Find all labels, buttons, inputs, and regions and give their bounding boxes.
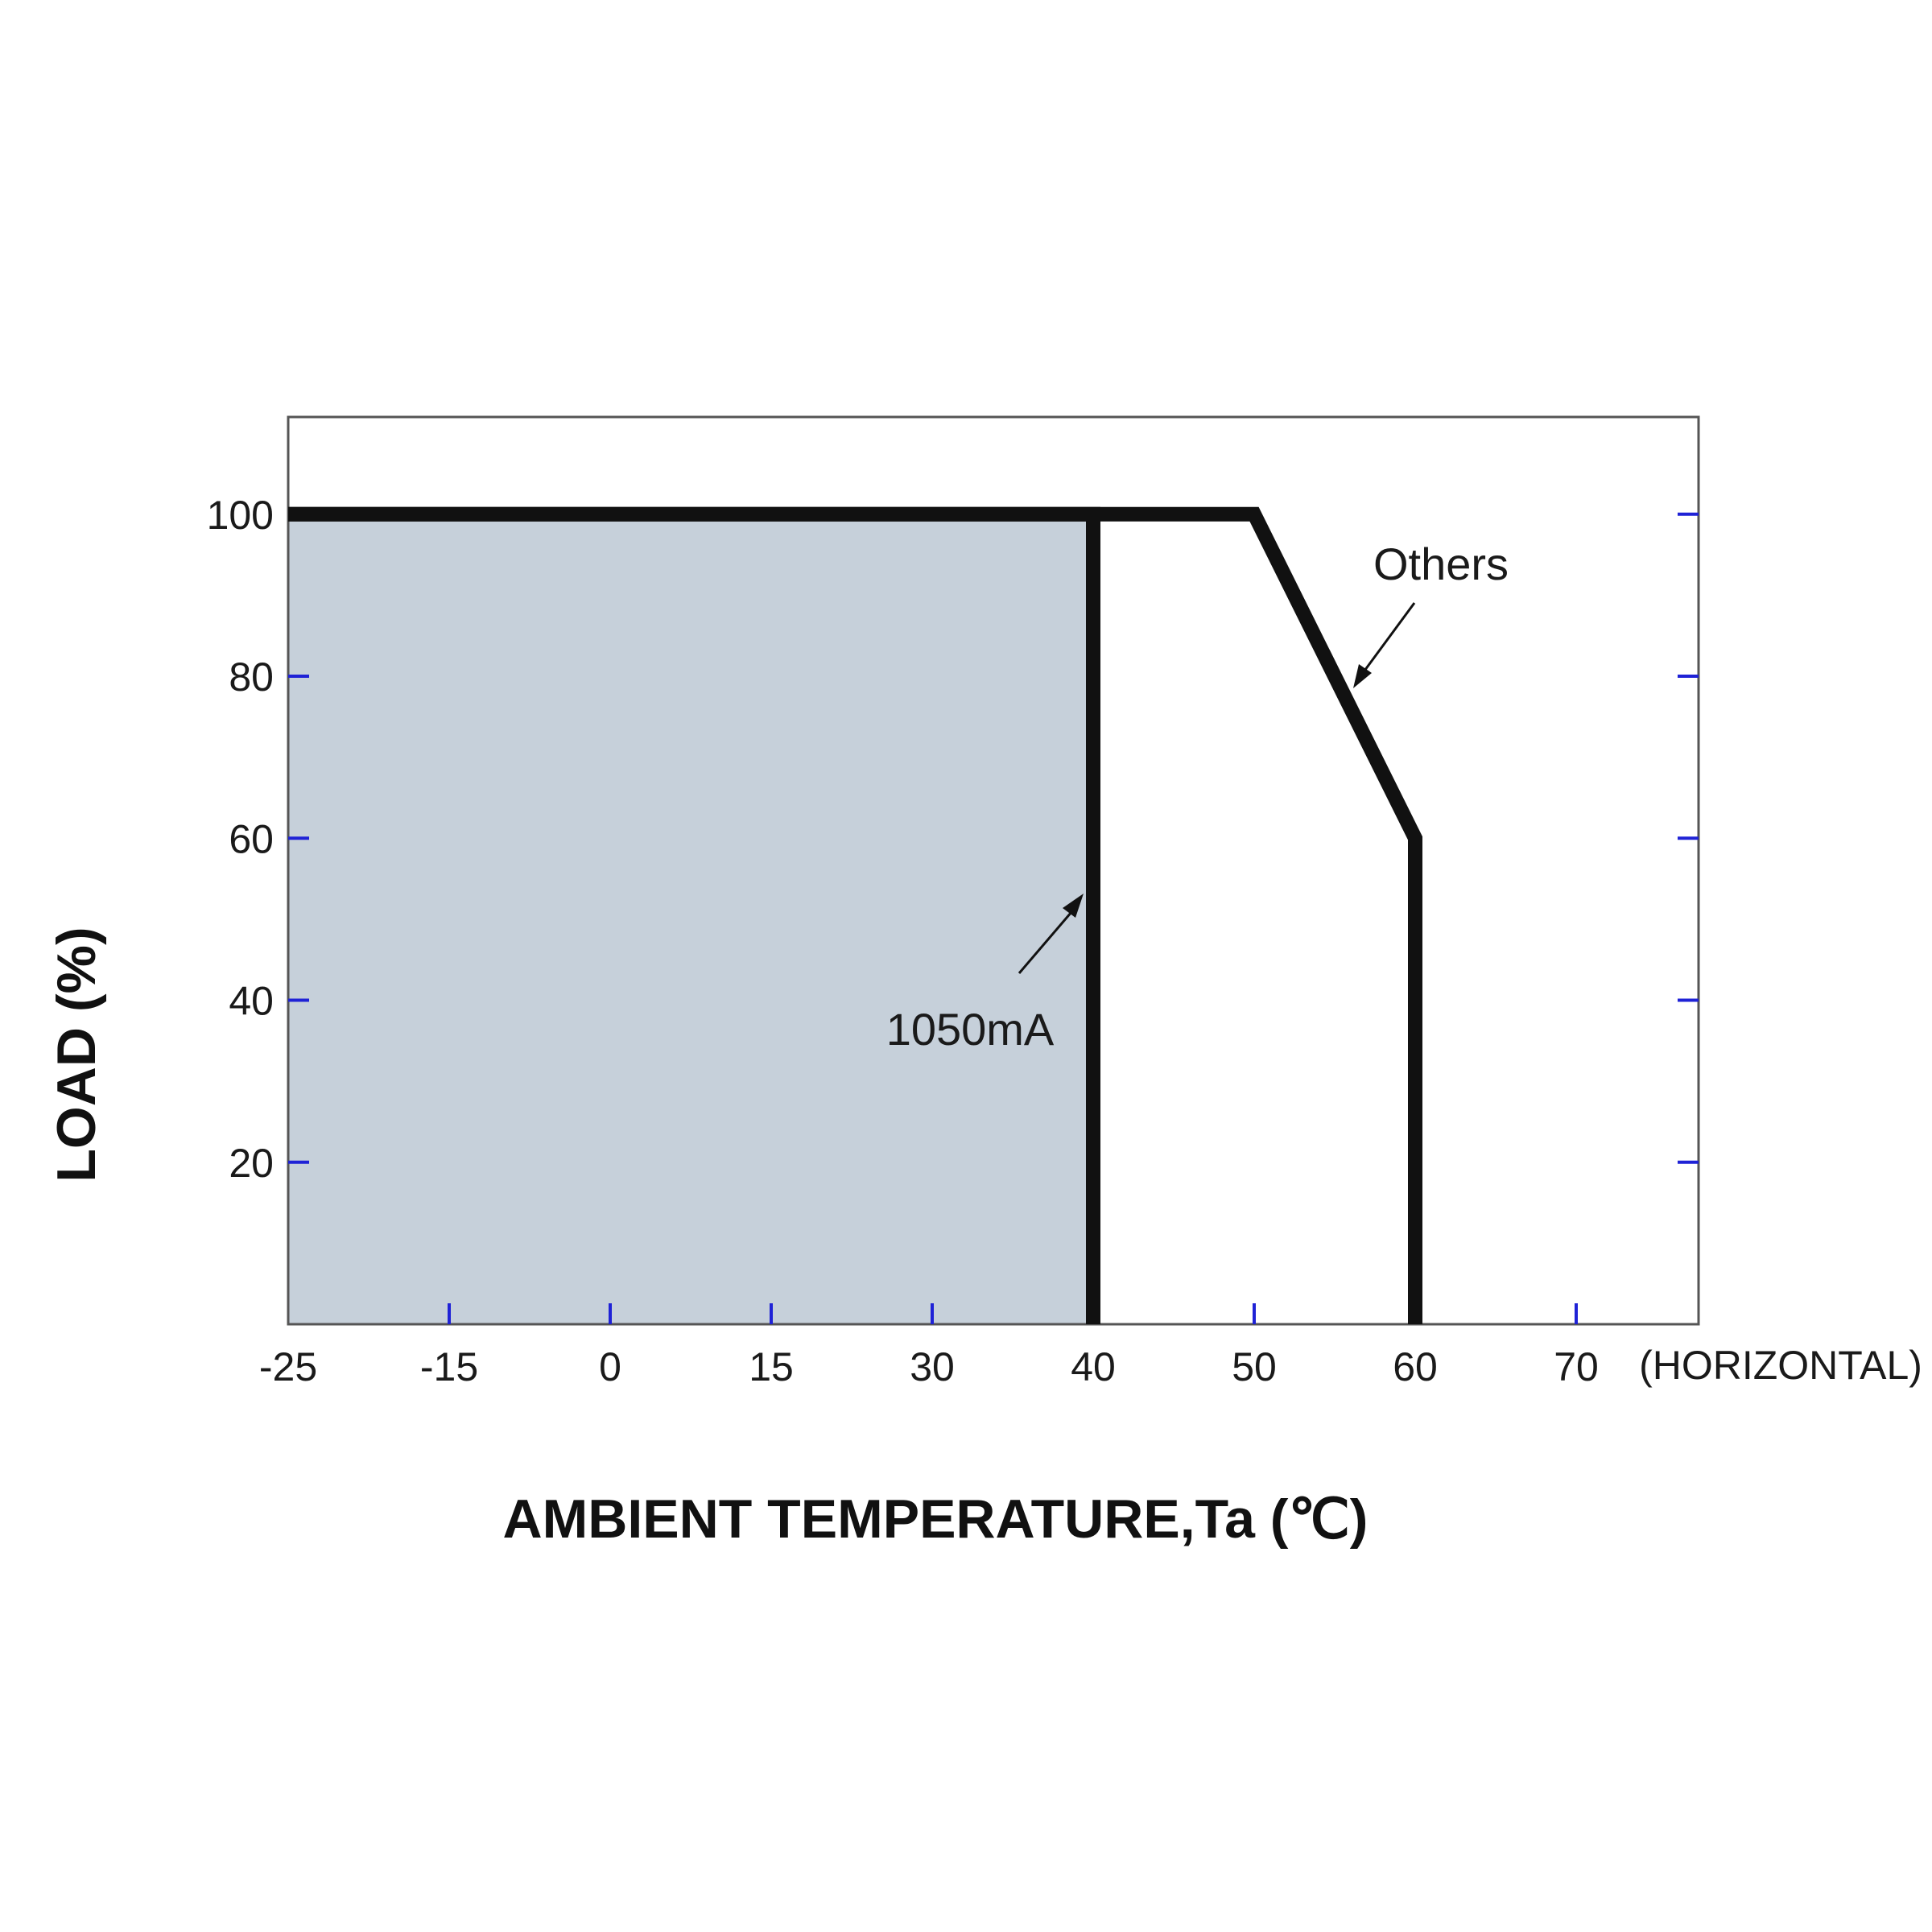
- arrowhead-others: [1353, 664, 1372, 688]
- x-tick-label: 70: [1554, 1344, 1599, 1389]
- arrowhead-1050ma: [1063, 894, 1084, 918]
- y-tick-label: 80: [229, 654, 274, 700]
- annotation-others: Others: [1373, 539, 1509, 589]
- x-tick-label: 30: [910, 1344, 955, 1389]
- annotation-arrows: [1018, 602, 1416, 974]
- x-tick-label: 15: [749, 1344, 794, 1389]
- y-tick-label: 100: [207, 493, 274, 538]
- y-tick-label: 60: [229, 816, 274, 861]
- series-lines: [288, 506, 1422, 1324]
- tick-labels: -25 -15 0 15 30 40 50 60 70 20 40 60 80 100: [207, 493, 1599, 1389]
- x-tick-label: 0: [599, 1344, 621, 1389]
- arrow-others: [1359, 602, 1416, 677]
- x-tick-label: 60: [1393, 1344, 1438, 1389]
- safe-operating-area: [288, 514, 1093, 1324]
- arrow-1050ma: [1018, 906, 1078, 974]
- y-tick-label: 40: [229, 979, 274, 1024]
- x-tick-label: -15: [420, 1344, 478, 1389]
- x-tick-label: 40: [1071, 1344, 1116, 1389]
- series-line-1050ma: [288, 506, 1100, 1324]
- x-tick-label: 50: [1232, 1344, 1277, 1389]
- y-axis-title: LOAD (%): [46, 927, 107, 1182]
- series-fill-1050ma: [288, 514, 1093, 1324]
- x-orientation-label: (HORIZONTAL): [1639, 1343, 1922, 1388]
- annotation-1050ma: 1050mA: [886, 1004, 1055, 1055]
- plot-frame: [287, 415, 1700, 1326]
- x-axis-title: AMBIENT TEMPERATURE,Ta (℃): [503, 1488, 1368, 1550]
- x-tick-label: -25: [259, 1344, 317, 1389]
- y-tick-label: 20: [229, 1141, 274, 1186]
